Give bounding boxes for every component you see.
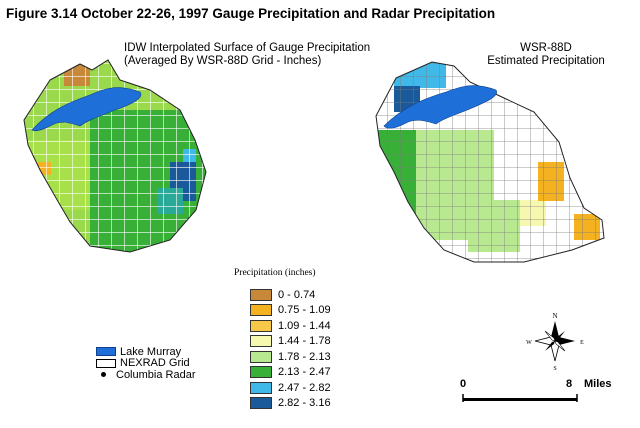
legend-swatch: [250, 366, 272, 379]
legend-swatch: [250, 350, 272, 363]
legend-swatch: [250, 335, 272, 348]
left-map-title: IDW Interpolated Surface of Gauge Precip…: [124, 42, 370, 68]
left-map-title-line1: IDW Interpolated Surface of Gauge Precip…: [124, 42, 371, 54]
scale-bar: 0 8 Miles: [460, 378, 620, 408]
legend-title: Precipitation (inches): [234, 268, 316, 278]
legend-row: 0 - 0.74: [250, 287, 331, 303]
legend-label: 1.09 - 1.44: [278, 319, 331, 332]
legend-row: 1.78 - 2.13: [250, 349, 331, 365]
radar-nexrad-grid: [376, 62, 604, 262]
gauge-county-boundary: [23, 59, 207, 253]
legend-swatch: [250, 319, 272, 332]
layer-legend: Lake Murray NEXRAD Grid Columbia Radar: [96, 346, 195, 381]
precipitation-legend: 0 - 0.74 0.75 - 1.09 1.09 - 1.44 1.44 - 1.7…: [250, 287, 331, 411]
legend-label: 2.13 - 2.47: [278, 366, 331, 379]
legend-row: 1.44 - 1.78: [250, 334, 331, 350]
compass-east-point: [555, 337, 575, 345]
scale-start-label: 0: [460, 378, 467, 390]
grid-symbol: [96, 358, 116, 368]
radar-point-symbol: [101, 372, 106, 378]
legend-label: 0 - 0.74: [278, 288, 316, 301]
legend-row: 2.13 - 2.47: [250, 365, 331, 381]
legend-swatch: [250, 288, 272, 301]
compass-w-label: W: [526, 340, 532, 346]
legend-swatch: [250, 381, 272, 394]
left-map-title-line2: (Averaged By WSR-88D Grid - Inches): [124, 55, 322, 67]
scale-bar-graphic: [462, 394, 578, 402]
legend-label: 1.78 - 2.13: [278, 350, 331, 363]
legend-label: 2.47 - 2.82: [278, 381, 331, 394]
legend-row: 1.09 - 1.44: [250, 318, 331, 334]
scale-unit-label: Miles: [584, 378, 612, 390]
north-arrow-compass: N S E W: [526, 312, 584, 372]
compass-e-label: E: [580, 340, 584, 346]
legend-label: 0.75 - 1.09: [278, 304, 331, 317]
gauge-nexrad-grid: [24, 60, 206, 252]
compass-north-point: [551, 321, 559, 341]
gauge-lake-murray: [31, 87, 142, 132]
figure-title: Figure 3.14 October 22-26, 1997 Gauge Pr…: [6, 6, 496, 21]
compass-n-label: N: [552, 312, 557, 320]
compass-s-label: S: [553, 366, 556, 372]
layer-label: Lake Murray: [120, 345, 182, 358]
layer-label: Columbia Radar: [116, 368, 196, 381]
scale-end-label: 8: [566, 378, 573, 390]
layer-row: Lake Murray: [96, 346, 195, 358]
legend-row: 0.75 - 1.09: [250, 303, 331, 319]
gauge-precipitation-map: [23, 59, 207, 253]
right-map-title-line1: WSR-88D: [520, 42, 572, 54]
legend-row: 2.47 - 2.82: [250, 380, 331, 396]
legend-label: 1.44 - 1.78: [278, 335, 331, 348]
layer-row: Columbia Radar: [96, 369, 195, 381]
layer-row: NEXRAD Grid: [96, 357, 195, 370]
right-map-title: WSR-88D Estimated Precipitation: [486, 42, 606, 68]
legend-label: 2.82 - 3.16: [278, 397, 331, 410]
radar-precipitation-map: [375, 61, 605, 263]
legend-swatch: [250, 397, 272, 410]
legend-row: 2.82 - 3.16: [250, 396, 331, 412]
right-map-title-line2: Estimated Precipitation: [487, 55, 605, 67]
legend-swatch: [250, 304, 272, 317]
layer-label: NEXRAD Grid: [120, 357, 190, 370]
radar-lake-murray: [383, 85, 497, 129]
lake-symbol: [96, 347, 116, 357]
